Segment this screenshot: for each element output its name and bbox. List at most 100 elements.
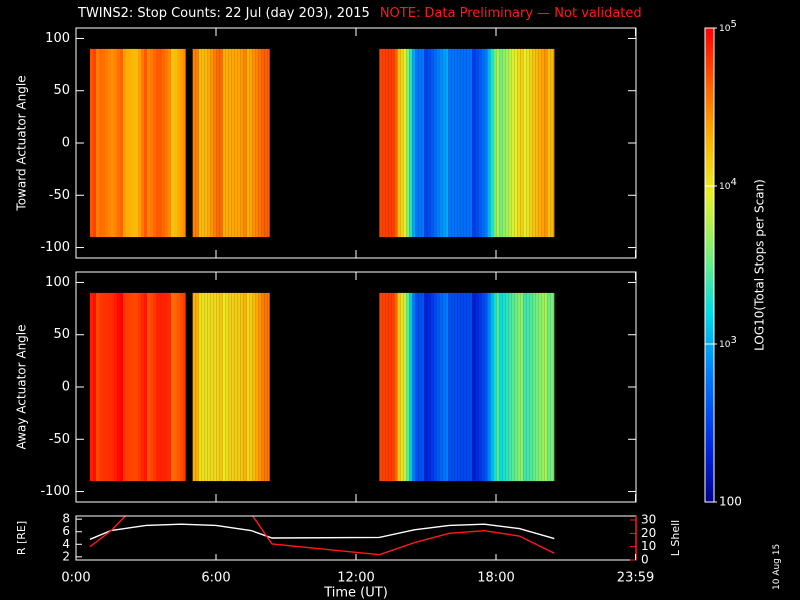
heatmap-column	[255, 48, 259, 238]
heatmap-column	[258, 292, 262, 482]
x-tick-label: 23:59	[617, 571, 654, 586]
heatmap-column	[216, 48, 220, 238]
heatmap-column	[204, 48, 208, 238]
heatmap-column	[460, 292, 464, 482]
heatmap-column	[207, 48, 211, 238]
heatmap-column	[415, 48, 419, 238]
heatmap-column	[457, 292, 461, 482]
heatmap-column	[267, 292, 270, 482]
heatmap-column	[201, 48, 205, 238]
y-tick-label: -50	[49, 432, 70, 447]
heatmap-column	[210, 48, 214, 238]
heatmap-column	[258, 48, 262, 238]
heatmap-column	[535, 292, 539, 482]
heatmap-column	[252, 48, 256, 238]
heatmap-column	[267, 48, 270, 238]
heatmap-column	[448, 292, 452, 482]
y-tick-label-right: 0	[641, 553, 649, 567]
heatmap-column	[99, 48, 102, 238]
heatmap-column	[180, 292, 183, 482]
heatmap-column	[385, 48, 389, 238]
heatmap-column	[511, 48, 515, 238]
heatmap-column	[219, 48, 223, 238]
heatmap-column	[213, 48, 217, 238]
y-tick-label: 50	[53, 83, 70, 98]
heatmap-column	[240, 292, 244, 482]
heatmap-column	[403, 292, 407, 482]
heatmap-column	[424, 292, 428, 482]
heatmap-column	[472, 48, 476, 238]
heatmap-column	[114, 48, 117, 238]
heatmap-column	[502, 292, 506, 482]
heatmap-column	[421, 292, 425, 482]
heatmap-column	[147, 48, 150, 238]
heatmap-column	[237, 292, 241, 482]
heatmap-column	[225, 48, 229, 238]
heatmap-column	[490, 48, 494, 238]
heatmap-column	[144, 292, 147, 482]
heatmap-column	[159, 48, 162, 238]
heatmap-column	[397, 48, 401, 238]
heatmap-column	[388, 292, 392, 482]
heatmap-column	[547, 292, 551, 482]
x-tick-label: 6:00	[201, 571, 230, 586]
y-tick-label: 8	[62, 512, 70, 526]
heatmap-column	[499, 292, 503, 482]
heatmap-column	[240, 48, 244, 238]
heatmap-column	[472, 292, 476, 482]
y-tick-label: 100	[45, 275, 70, 290]
heatmap-column	[231, 48, 235, 238]
heatmap-column	[490, 292, 494, 482]
heatmap-column	[514, 292, 518, 482]
heatmap-column	[192, 48, 196, 238]
heatmap-column	[249, 48, 253, 238]
heatmap-column	[451, 292, 455, 482]
heatmap-column	[466, 292, 470, 482]
heatmap-column	[460, 48, 464, 238]
y-axis-label: R [RE]	[15, 521, 28, 555]
heatmap-column	[532, 48, 536, 238]
heatmap-column	[207, 292, 211, 482]
heatmap-column	[412, 292, 416, 482]
heatmap-column	[141, 292, 144, 482]
heatmap-column	[126, 48, 129, 238]
heatmap-column	[210, 292, 214, 482]
heatmap-column	[195, 48, 199, 238]
heatmap-column	[225, 292, 229, 482]
heatmap-column	[234, 292, 238, 482]
heatmap-column	[382, 292, 386, 482]
heatmap-column	[532, 292, 536, 482]
heatmap-column	[156, 48, 159, 238]
y-tick-label: 0	[62, 380, 70, 395]
heatmap-column	[156, 292, 159, 482]
heatmap-column	[505, 292, 509, 482]
heatmap-column	[475, 292, 479, 482]
heatmap-column	[406, 292, 410, 482]
y-tick-label-right: 30	[641, 513, 656, 527]
heatmap-column	[144, 48, 147, 238]
heatmap-column	[484, 292, 488, 482]
heatmap-column	[418, 48, 422, 238]
heatmap-column	[496, 48, 500, 238]
heatmap-column	[129, 292, 132, 482]
heatmap-column	[514, 48, 518, 238]
heatmap-column	[469, 292, 473, 482]
heatmap-column	[493, 48, 497, 238]
heatmap-column	[138, 48, 141, 238]
heatmap-column	[421, 48, 425, 238]
heatmap-column	[102, 292, 105, 482]
heatmap-column	[466, 48, 470, 238]
heatmap-column	[430, 292, 434, 482]
heatmap-column	[445, 48, 449, 238]
heatmap-column	[135, 48, 138, 238]
heatmap-column	[433, 48, 437, 238]
heatmap-column	[463, 48, 467, 238]
x-axis-label: Time (UT)	[323, 586, 388, 600]
heatmap-column	[538, 292, 542, 482]
heatmap-column	[192, 292, 196, 482]
heatmap-column	[430, 48, 434, 238]
heatmap-column	[162, 292, 165, 482]
x-tick-label: 18:00	[477, 571, 514, 586]
heatmap-column	[153, 292, 156, 482]
heatmap-column	[544, 292, 548, 482]
